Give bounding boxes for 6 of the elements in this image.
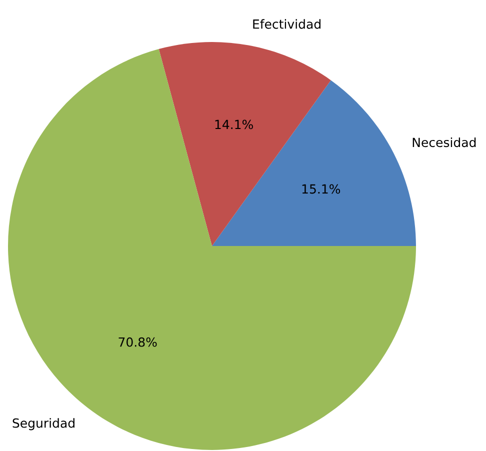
slice-label: Seguridad <box>12 418 74 430</box>
data-label: 70.8% <box>118 337 157 347</box>
slice-label: Efectividad <box>253 19 320 29</box>
data-label: 15.1% <box>302 184 340 194</box>
data-label: 14.1% <box>215 120 253 130</box>
slice-label: Necesidad <box>412 137 476 148</box>
